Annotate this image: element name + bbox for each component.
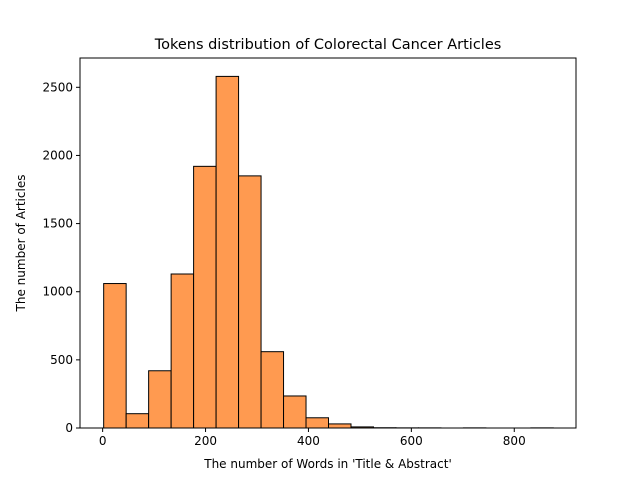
histogram-bar-9 xyxy=(305,417,330,429)
x-tick-label: 600 xyxy=(400,434,423,448)
x-axis-label: The number of Words in 'Title & Abstract… xyxy=(203,457,452,471)
histogram-bar-1 xyxy=(125,413,150,429)
y-tick-label: 1500 xyxy=(42,217,73,231)
histogram-bar-7 xyxy=(260,351,285,429)
histogram-bar-8 xyxy=(283,395,307,429)
histogram-bar-5 xyxy=(215,75,240,429)
y-axis-label: The number of Articles xyxy=(14,175,28,313)
histogram-bar-10 xyxy=(328,423,352,429)
histogram-bar-6 xyxy=(238,175,262,429)
chart-title: Tokens distribution of Colorectal Cancer… xyxy=(154,37,502,53)
x-tick-label: 0 xyxy=(99,434,107,448)
y-tick-label: 500 xyxy=(50,353,73,367)
y-tick-label: 0 xyxy=(65,421,73,435)
histogram-bar-3 xyxy=(170,273,195,429)
x-tick-label: 400 xyxy=(297,434,320,448)
y-tick-label: 2000 xyxy=(42,148,73,162)
histogram-bar-0 xyxy=(103,283,127,429)
histogram-bar-2 xyxy=(148,370,172,429)
y-tick-label: 1000 xyxy=(42,285,73,299)
x-axis-ticks: 0 200 400 600 800 xyxy=(99,428,526,448)
plot-area xyxy=(80,58,576,428)
x-tick-label: 800 xyxy=(503,434,526,448)
histogram-bar-4 xyxy=(193,165,217,429)
histogram-bars xyxy=(103,75,554,429)
y-axis-ticks: 0 500 1000 1500 2000 2500 xyxy=(42,80,80,435)
plot-frame xyxy=(79,57,577,429)
x-tick-label: 200 xyxy=(194,434,217,448)
y-tick-label: 2500 xyxy=(42,80,73,94)
